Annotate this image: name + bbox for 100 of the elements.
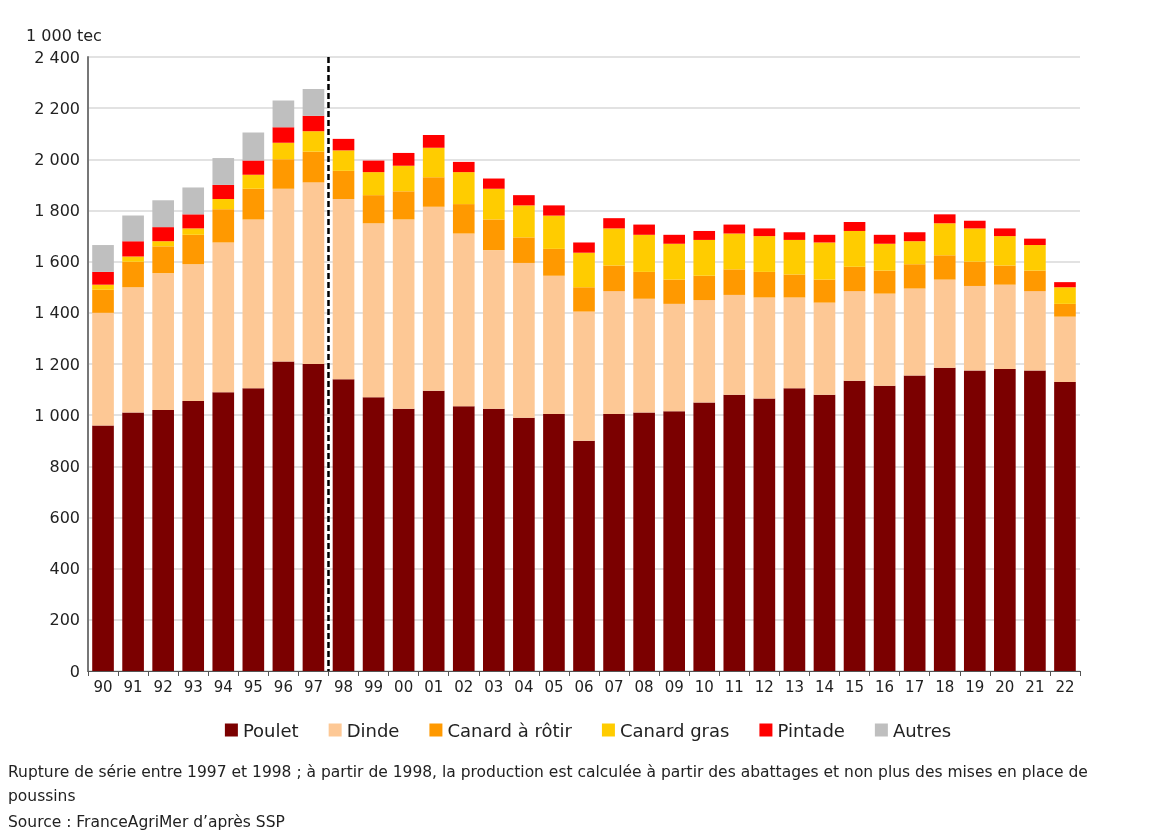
y-tick-label: 2 000	[34, 149, 80, 169]
bar	[723, 294, 746, 395]
bar	[1024, 238, 1046, 246]
bar	[873, 234, 896, 244]
bar	[603, 265, 625, 292]
bar	[753, 398, 776, 671]
x-tick-label: 13	[784, 677, 804, 696]
bar	[242, 219, 265, 389]
bar	[753, 236, 776, 272]
bar	[182, 228, 205, 235]
bar	[573, 311, 595, 441]
bar	[302, 131, 325, 152]
bar	[452, 172, 475, 205]
bar	[663, 234, 685, 244]
x-tick-label: 11	[724, 677, 744, 696]
bar	[573, 242, 595, 253]
bar	[603, 291, 625, 414]
x-tick-label: 05	[544, 677, 564, 696]
bar	[903, 288, 926, 376]
bar	[723, 269, 746, 295]
bar	[783, 297, 806, 389]
bar	[873, 270, 896, 294]
bar	[362, 397, 385, 671]
x-tick-label: 19	[965, 677, 985, 696]
bar	[392, 152, 415, 166]
bar	[212, 198, 235, 210]
bar	[633, 224, 655, 235]
bar	[242, 132, 265, 161]
bar	[573, 440, 595, 671]
bar	[182, 214, 205, 229]
bar	[362, 223, 385, 398]
bar	[963, 220, 986, 229]
x-tick-label: 07	[604, 677, 624, 696]
legend-label: Pintade	[777, 719, 845, 741]
bar	[543, 215, 565, 249]
bar	[903, 264, 926, 289]
bar	[392, 165, 415, 192]
y-tick-label: 2 200	[34, 98, 80, 118]
bar	[242, 388, 265, 671]
bar	[783, 232, 806, 240]
bar	[122, 215, 144, 242]
bar	[933, 279, 956, 368]
y-tick-label: 2 400	[34, 47, 80, 67]
text: Rupture de série entre 1997 et 1998 ; à partir de 1998, la production est calculée à partir des abattages et non plus des mises en place de poussins	[8, 763, 1093, 805]
bar	[663, 411, 685, 671]
bar	[92, 289, 114, 313]
bar	[663, 279, 685, 304]
bar	[392, 408, 415, 671]
bar	[452, 204, 475, 234]
y-tick-label: 0	[69, 661, 80, 681]
legend-label: Autres	[892, 719, 952, 741]
bar	[994, 284, 1016, 370]
x-tick-label: 22	[1055, 677, 1075, 696]
bar	[452, 406, 475, 671]
bar	[633, 234, 655, 272]
bar	[873, 243, 896, 271]
bar	[994, 369, 1016, 671]
bar	[693, 275, 716, 301]
bar	[272, 100, 295, 128]
bar	[513, 195, 535, 206]
bar	[903, 375, 926, 671]
bar	[392, 191, 415, 220]
bar	[693, 230, 716, 240]
bar	[92, 245, 114, 272]
bar	[753, 271, 776, 298]
y-axis-title: 1 000 tec	[26, 25, 102, 45]
y-tick-label: 1 800	[34, 201, 80, 220]
bar	[843, 266, 866, 292]
bar	[302, 115, 325, 132]
bar	[513, 237, 535, 263]
x-tick-label: 00	[394, 677, 414, 696]
bar	[362, 172, 385, 196]
bar	[633, 298, 655, 413]
bar	[783, 239, 806, 275]
bar	[843, 380, 866, 671]
bar	[92, 284, 114, 290]
bar	[483, 408, 505, 671]
bar	[1054, 282, 1076, 288]
bar	[422, 390, 445, 671]
bar	[272, 361, 295, 671]
bar	[994, 265, 1016, 285]
x-tick-label: 98	[333, 677, 354, 696]
bar	[272, 127, 295, 143]
bar	[813, 302, 836, 395]
x-tick-label: 16	[875, 677, 895, 696]
bar	[152, 246, 174, 274]
bar	[813, 279, 836, 303]
bar	[182, 187, 205, 215]
x-tick-label: 97	[303, 677, 323, 696]
bar	[1054, 316, 1076, 382]
x-tick-label: 99	[364, 677, 384, 696]
y-tick-label: 600	[49, 508, 80, 527]
bar	[182, 234, 205, 265]
x-tick-label: 08	[634, 677, 654, 696]
x-tick-label: 14	[814, 677, 835, 696]
bar	[994, 236, 1016, 266]
bar	[212, 392, 235, 671]
bar	[603, 228, 625, 266]
x-tick-label: 15	[845, 677, 865, 696]
x-tick-label: 18	[935, 677, 955, 696]
